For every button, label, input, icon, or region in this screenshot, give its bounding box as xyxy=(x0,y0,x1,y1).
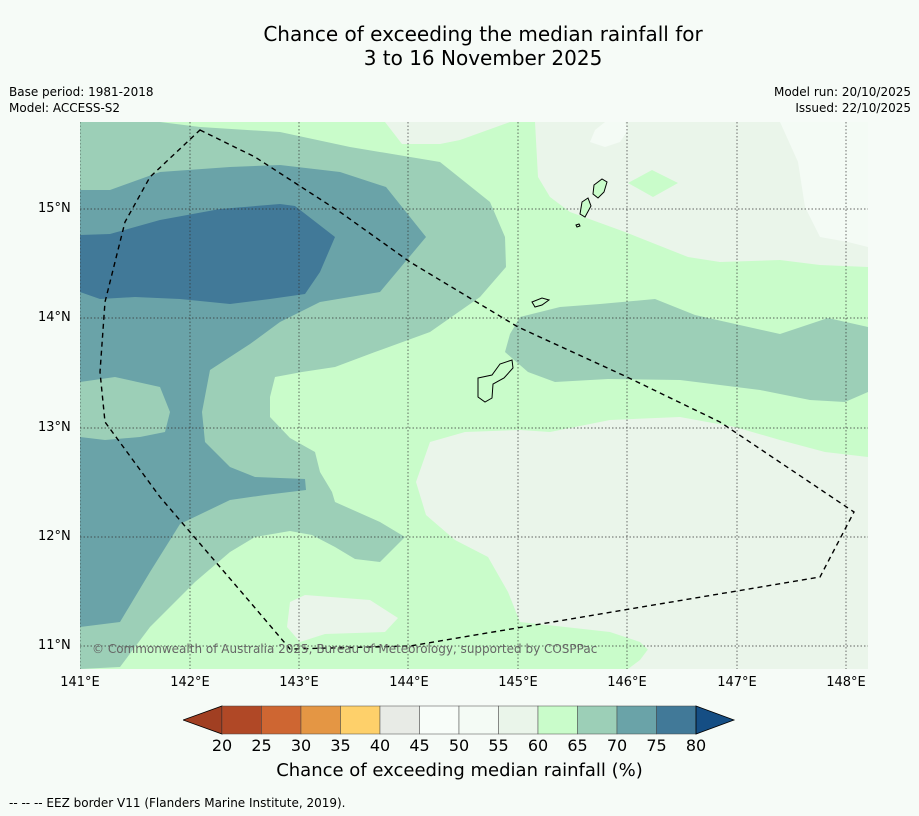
rota-island xyxy=(531,297,551,308)
title-line-1: Chance of exceeding the median rainfall … xyxy=(263,22,703,46)
colorbar-tick: 45 xyxy=(409,736,430,755)
colorbar-tick: 60 xyxy=(527,736,549,755)
meta-right: Model run: 20/10/2025 Issued: 22/10/2025 xyxy=(774,84,911,116)
colorbar-tick: 50 xyxy=(448,736,470,755)
credit-text: © Commonwealth of Australia 2025, Bureau… xyxy=(92,642,598,656)
band-55-60-south xyxy=(628,600,868,669)
forecast-map xyxy=(80,122,868,669)
colorbar-cell xyxy=(340,705,381,735)
colorbar-cell xyxy=(616,705,657,735)
band-60-65-north-patch xyxy=(628,170,678,197)
y-tick: 15°N xyxy=(38,201,71,216)
colorbar-cell xyxy=(498,705,539,735)
x-tick: 148°E xyxy=(826,675,866,690)
y-tick: 13°N xyxy=(38,420,71,435)
graticule xyxy=(80,122,868,669)
band-55-60-patch xyxy=(287,595,398,642)
colorbar-tick: 65 xyxy=(567,736,588,755)
colorbar-cell xyxy=(458,705,499,735)
tinian-island xyxy=(579,197,592,218)
colorbar-label: Chance of exceeding median rainfall (%) xyxy=(276,760,643,781)
base-period: Base period: 1981-2018 xyxy=(9,85,154,99)
colorbar-tick: 25 xyxy=(251,736,272,755)
colorbar-tick: 55 xyxy=(488,736,509,755)
x-tick: 143°E xyxy=(279,675,319,690)
band-75-80 xyxy=(80,204,335,304)
colorbar-cells xyxy=(183,705,736,735)
island-outlines xyxy=(477,178,608,403)
colorbar-tick: 20 xyxy=(211,736,233,755)
colorbar-tick: 70 xyxy=(606,736,628,755)
colorbar-cell xyxy=(379,705,420,735)
colorbar-tick: 40 xyxy=(369,736,391,755)
guam-island xyxy=(477,359,514,403)
title-line-2: 3 to 16 November 2025 xyxy=(363,46,603,70)
colorbar-tick: 30 xyxy=(290,736,312,755)
colorbar-low-extend xyxy=(183,705,223,735)
colorbar-tick: 80 xyxy=(685,736,707,755)
colorbar xyxy=(183,705,736,735)
colorbar-cell xyxy=(300,705,341,735)
colorbar-high-extend xyxy=(695,705,736,735)
colorbar-cell xyxy=(656,705,697,735)
band-65-70-inner xyxy=(80,377,170,440)
x-tick: 145°E xyxy=(498,675,538,690)
y-tick: 14°N xyxy=(38,310,71,325)
x-tick: 142°E xyxy=(170,675,210,690)
x-tick: 147°E xyxy=(717,675,757,690)
aguijan-island xyxy=(575,223,581,228)
y-tick: 12°N xyxy=(38,529,71,544)
x-tick: 141°E xyxy=(60,675,100,690)
band-50-55-ne2 xyxy=(590,122,628,147)
eez-footnote: -- -- -- EEZ border V11 (Flanders Marine… xyxy=(9,796,346,810)
issued-date: Issued: 22/10/2025 xyxy=(795,101,911,115)
model-run: Model run: 20/10/2025 xyxy=(773,85,911,99)
saipan-island xyxy=(592,178,608,199)
colorbar-cell xyxy=(419,705,460,735)
band-65-70-east xyxy=(505,299,868,402)
x-tick: 144°E xyxy=(389,675,429,690)
meta-left: Base period: 1981-2018 Model: ACCESS-S2 xyxy=(9,84,154,116)
y-tick: 11°N xyxy=(38,638,71,653)
band-50-55-ne xyxy=(780,122,868,247)
colorbar-cell xyxy=(537,705,578,735)
colorbar-tick: 75 xyxy=(646,736,667,755)
colorbar-cell xyxy=(221,705,262,735)
x-tick: 146°E xyxy=(607,675,647,690)
colorbar-tick: 35 xyxy=(330,736,351,755)
colorbar-cell xyxy=(261,705,302,735)
colorbar-cell xyxy=(577,705,618,735)
model-name: Model: ACCESS-S2 xyxy=(9,101,121,115)
map-title: Chance of exceeding the median rainfall … xyxy=(0,22,919,70)
